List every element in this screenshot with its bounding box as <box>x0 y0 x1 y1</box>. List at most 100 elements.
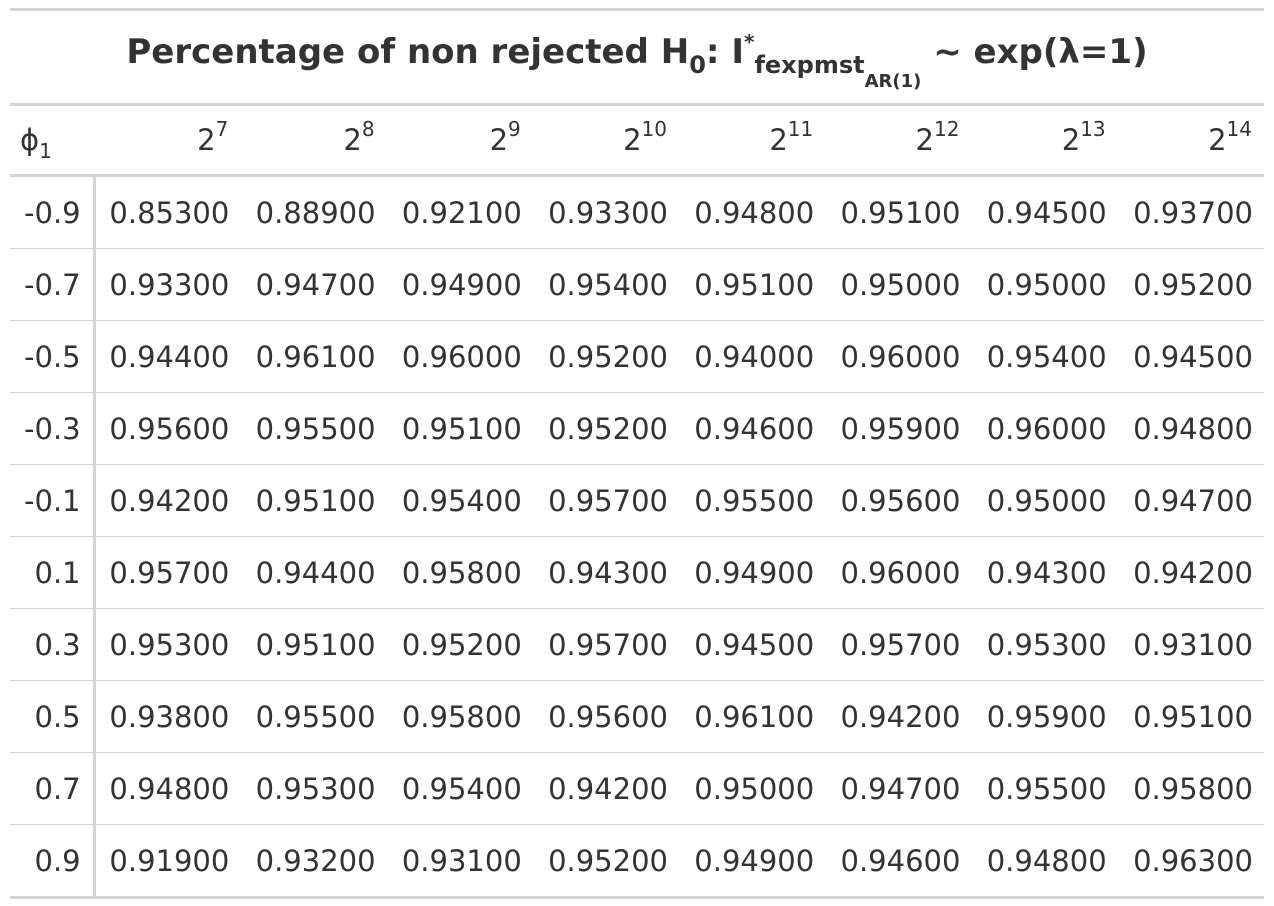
table-cell: 0.94000 <box>679 320 826 393</box>
row-phi-label: 0.7 <box>10 752 96 825</box>
table-cell: 0.94200 <box>1117 536 1264 609</box>
title-prefix: Percentage of non rejected H <box>126 32 690 72</box>
table-cell: 0.95700 <box>825 608 972 681</box>
table-cell: 0.95400 <box>386 464 533 537</box>
stub-header-subscript: 1 <box>39 139 52 163</box>
table-cell: 0.95000 <box>971 464 1118 537</box>
table-cell: 0.94800 <box>694 195 815 230</box>
table-cell: 0.93800 <box>94 680 241 753</box>
table-cell: 0.93700 <box>1133 195 1253 230</box>
column-header-exponent: 11 <box>787 117 814 141</box>
column-header-base: 2 <box>489 123 509 157</box>
table-cell: 0.93300 <box>94 248 241 321</box>
table-cell: 0.95200 <box>386 608 533 681</box>
table-cell: 0.95700 <box>94 536 241 609</box>
table-cell: 0.94400 <box>94 320 241 393</box>
table-cell: 0.93300 <box>548 195 668 230</box>
table-cell: 0.95200 <box>532 320 679 393</box>
table-cell: 0.95000 <box>825 248 972 321</box>
table-cell: 0.95800 <box>1117 752 1264 825</box>
row-phi-label: 0.3 <box>10 608 96 681</box>
column-header-2-14: 214 <box>1117 104 1264 177</box>
table-cell: 0.88900 <box>255 195 376 230</box>
table-cell: 0.96000 <box>825 320 972 393</box>
table-cell: 0.94600 <box>679 392 826 465</box>
table-cell: 0.95100 <box>240 608 387 681</box>
table-cell: 0.95800 <box>386 536 533 609</box>
column-header-2-12: 212 <box>825 104 972 177</box>
table-row: -0.5 0.94400 0.96100 0.96000 0.95200 0.94000 0… <box>10 320 1264 393</box>
table-cell: 0.94500 <box>679 608 826 681</box>
table-cell: 0.95400 <box>386 752 533 825</box>
table-cell: 0.85300 <box>109 195 230 230</box>
column-header-exponent: 12 <box>933 117 960 141</box>
row-phi-label: -0.9 <box>10 175 96 249</box>
column-header-2-7: 27 <box>94 104 241 177</box>
column-header-2-13: 213 <box>971 104 1118 177</box>
table-cell: 0.96100 <box>240 320 387 393</box>
table-cell: 0.95200 <box>532 392 679 465</box>
table-cell: 0.95500 <box>240 680 387 753</box>
table-cell: 0.95200 <box>1117 248 1264 321</box>
column-header-base: 2 <box>1208 123 1227 157</box>
title-h-subscript: 0 <box>689 51 706 79</box>
table-cell: 0.94200 <box>825 680 972 753</box>
table-row: 0.7 0.94800 0.95300 0.95400 0.94200 0.95000 0.… <box>10 752 1264 825</box>
stub-header-base: ϕ <box>20 123 40 157</box>
table-title: Percentage of non rejected H0: I*fexpmst… <box>10 9 1264 106</box>
table-cell: 0.95600 <box>825 464 972 537</box>
table-cell: 0.95900 <box>825 392 972 465</box>
table-cell: 0.95500 <box>679 464 826 537</box>
table-cell: 0.96300 <box>1117 824 1264 898</box>
table-cell: 0.94900 <box>386 248 533 321</box>
table-cell: 0.95600 <box>94 392 241 465</box>
results-table: Percentage of non rejected H0: I*fexpmst… <box>10 8 1264 899</box>
table-cell: 0.95700 <box>532 608 679 681</box>
column-header-base: 2 <box>915 123 934 157</box>
table-row: -0.9 0.85300 0.88900 0.92100 0.93300 0.94800 0… <box>10 175 1264 249</box>
table-row: -0.3 0.95600 0.95500 0.95100 0.95200 0.94600 0… <box>10 392 1264 465</box>
column-header-base: 2 <box>197 123 216 157</box>
title-mid: : I <box>705 32 744 72</box>
table-cell: 0.94400 <box>240 536 387 609</box>
table-cell: 0.95000 <box>679 752 826 825</box>
title-subscript: fexpmstAR(1) <box>754 51 921 91</box>
table-cell: 0.94700 <box>240 248 387 321</box>
table-cell: 0.94800 <box>1117 392 1264 465</box>
table-cell: 0.94500 <box>986 195 1107 230</box>
column-header-exponent: 10 <box>641 117 667 141</box>
table-cell: 0.95100 <box>679 248 826 321</box>
column-header-base: 2 <box>1061 123 1081 157</box>
table-cell: 0.91900 <box>94 824 241 898</box>
row-phi-label: 0.5 <box>10 680 96 753</box>
title-subscript-sub: AR(1) <box>864 71 922 92</box>
table-row: 0.5 0.93800 0.95500 0.95800 0.95600 0.96100 0.… <box>10 680 1264 753</box>
table-cell: 0.93100 <box>1117 608 1264 681</box>
table-cell: 0.95100 <box>386 392 533 465</box>
table-cell: 0.94900 <box>679 536 826 609</box>
table-cell: 0.96000 <box>971 392 1118 465</box>
table-cell: 0.94800 <box>971 824 1118 898</box>
table-cell: 0.95300 <box>240 752 387 825</box>
title-subscript-main: fexpmst <box>754 51 865 79</box>
table-cell: 0.95700 <box>532 464 679 537</box>
table-row: 0.3 0.95300 0.95100 0.95200 0.95700 0.94500 0.… <box>10 608 1264 681</box>
table-cell: 0.95800 <box>386 680 533 753</box>
table-cell: 0.94600 <box>825 824 972 898</box>
table-cell: 0.94300 <box>971 536 1118 609</box>
stub-header: ϕ1 <box>10 104 95 177</box>
table-row: 0.9 0.91900 0.93200 0.93100 0.95200 0.94900 0.… <box>10 824 1264 898</box>
row-phi-label: -0.1 <box>10 464 96 537</box>
table-cell: 0.93100 <box>386 824 533 898</box>
row-phi-label: 0.9 <box>10 824 96 898</box>
table-cell: 0.96000 <box>386 320 533 393</box>
table-cell: 0.92100 <box>401 195 522 230</box>
table-cell: 0.95000 <box>971 248 1118 321</box>
table-cell: 0.95400 <box>532 248 679 321</box>
column-header-2-9: 29 <box>386 104 533 177</box>
table-cell: 0.95300 <box>94 608 241 681</box>
table-container: Percentage of non rejected H0: I*fexpmst… <box>10 8 1264 899</box>
table-cell: 0.95400 <box>971 320 1118 393</box>
table-body: -0.9 0.85300 0.88900 0.92100 0.93300 0.94800 0… <box>10 175 1264 898</box>
column-header-base: 2 <box>343 123 362 157</box>
